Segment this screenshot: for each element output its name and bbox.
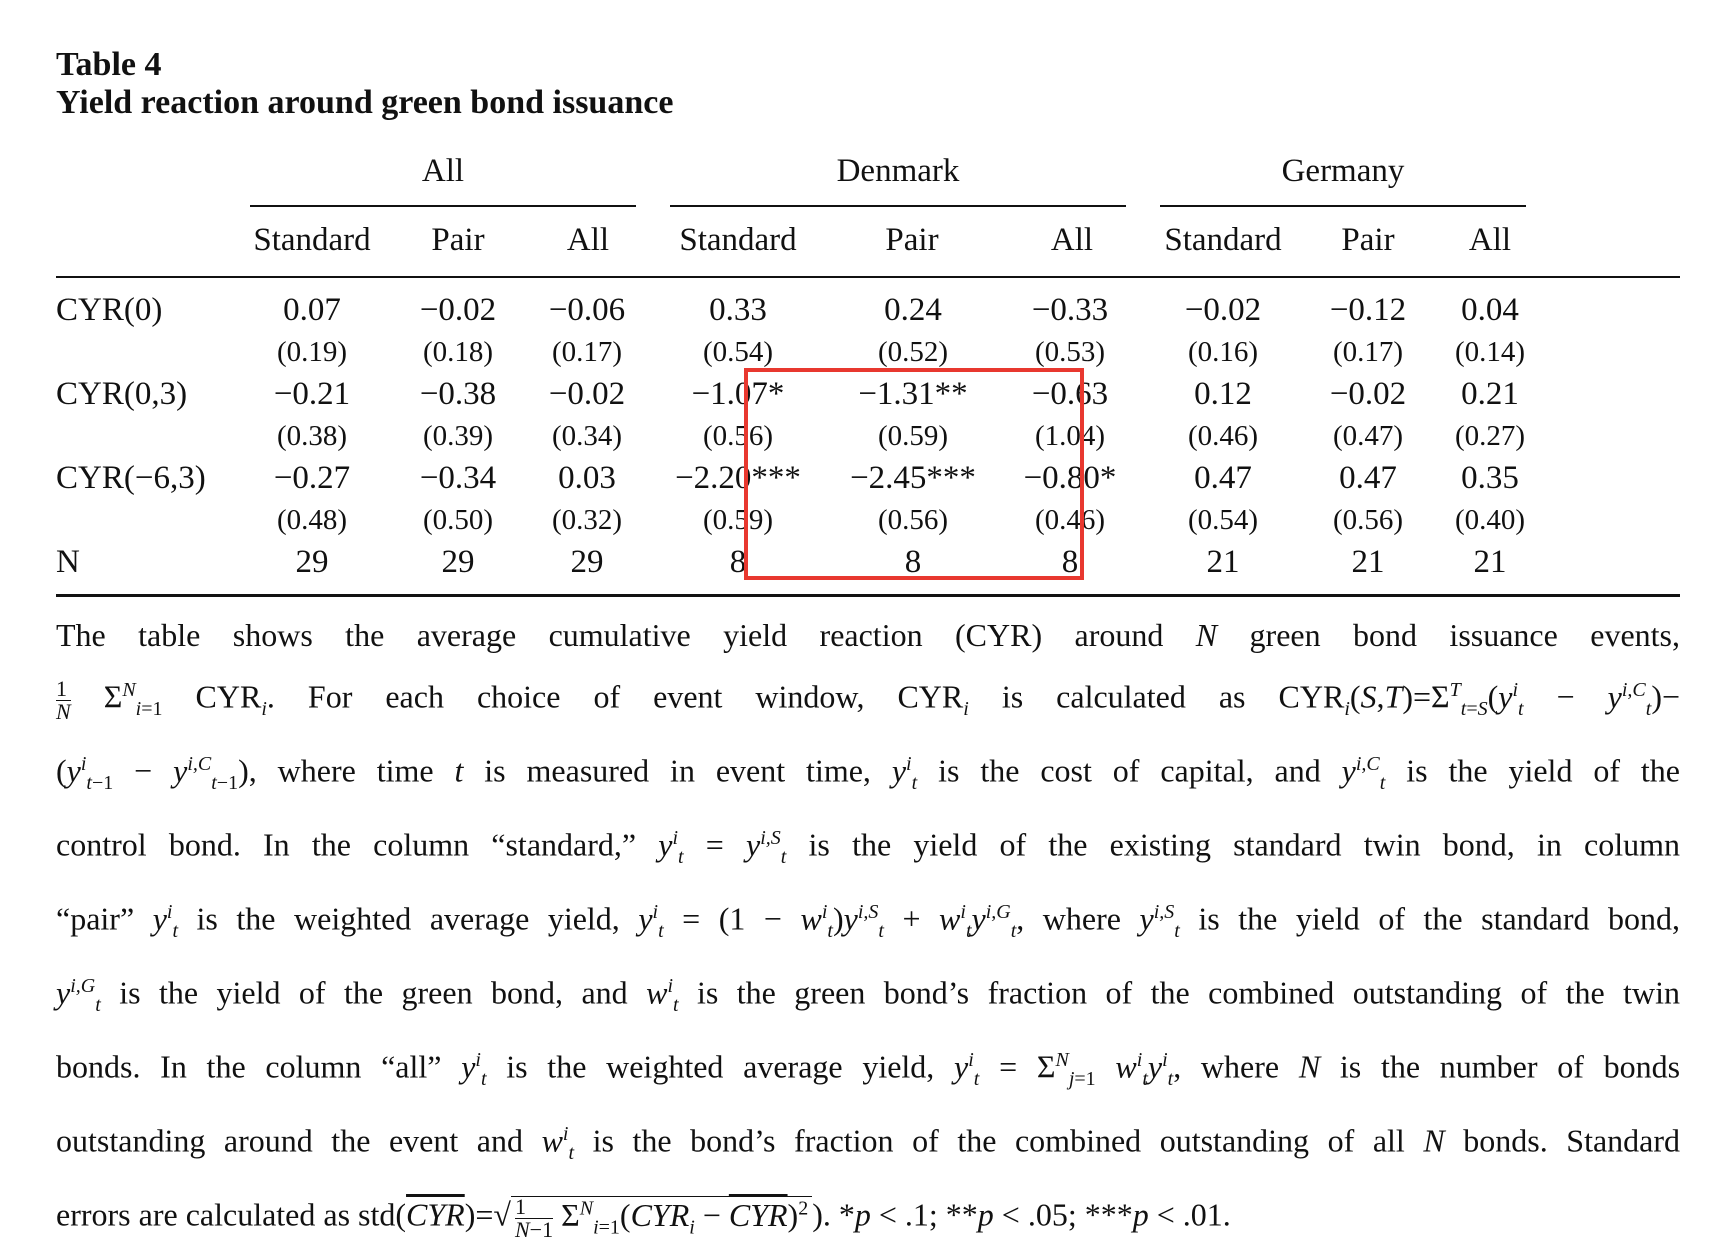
std-error-cell: (0.46): [1187, 420, 1259, 452]
estimate-cell: −0.02: [1329, 376, 1407, 412]
row-label-cyr-0: CYR(0): [56, 292, 163, 328]
std-error-cell: (0.38): [276, 420, 348, 452]
col-header: Pair: [431, 222, 485, 258]
std-error-cell: (0.17): [1332, 336, 1404, 368]
note-line: The table shows the average cumulative y…: [56, 617, 1681, 653]
estimate-cell: −1.07*: [691, 376, 785, 412]
std-error-cell: (0.56): [877, 504, 949, 536]
std-error-cell: (0.39): [422, 420, 494, 452]
table-note: The table shows the average cumulative y…: [56, 608, 1680, 1255]
group-header-denmark: Denmark: [836, 153, 960, 189]
std-error-cell: (0.52): [877, 336, 949, 368]
n-cell: 21: [1473, 544, 1507, 580]
note-line: (yit−1 − yi,Ct−1), where time t is measu…: [56, 752, 1681, 795]
estimate-cell: −0.33: [1031, 292, 1109, 328]
highlight-box: [744, 368, 1084, 580]
std-error-cell: (0.50): [422, 504, 494, 536]
estimate-cell: −1.31**: [858, 376, 968, 412]
col-header: Standard: [1164, 222, 1282, 258]
std-error-cell: (0.18): [422, 336, 494, 368]
std-error-cell: (1.04): [1034, 420, 1106, 452]
note-line: “pair” yit is the weighted average yield…: [56, 900, 1681, 943]
std-error-cell: (0.46): [1034, 504, 1106, 536]
estimate-cell: 0.07: [283, 292, 341, 328]
std-error-cell: (0.48): [276, 504, 348, 536]
n-cell: 29: [570, 544, 604, 580]
table-label: Table 4: [56, 46, 162, 83]
col-header: Pair: [1341, 222, 1395, 258]
estimate-cell: 0.21: [1461, 376, 1519, 412]
std-error-cell: (0.59): [702, 504, 774, 536]
n-cell: 29: [441, 544, 475, 580]
estimate-cell: −2.20***: [675, 460, 801, 496]
std-error-cell: (0.53): [1034, 336, 1106, 368]
std-error-cell: (0.27): [1454, 420, 1526, 452]
note-line: yi,Gt is the yield of the green bond, an…: [56, 974, 1681, 1017]
estimate-cell: −0.34: [419, 460, 497, 496]
std-error-cell: (0.14): [1454, 336, 1526, 368]
col-header: All: [1050, 222, 1094, 258]
n-cell: 8: [1061, 544, 1079, 580]
note-line: errors are calculated as std(CYR)=√ 1 N−1 …: [56, 1194, 1231, 1243]
estimate-cell: −0.21: [273, 376, 351, 412]
group-rule-all: [250, 205, 636, 207]
estimate-cell: 0.12: [1194, 376, 1252, 412]
col-header: Standard: [679, 222, 797, 258]
group-rule-denmark: [670, 205, 1126, 207]
std-error-cell: (0.34): [551, 420, 623, 452]
estimate-cell: 0.47: [1194, 460, 1252, 496]
std-error-cell: (0.47): [1332, 420, 1404, 452]
std-error-cell: (0.19): [276, 336, 348, 368]
std-error-cell: (0.54): [1187, 504, 1259, 536]
group-header-germany: Germany: [1281, 153, 1405, 189]
std-error-cell: (0.40): [1454, 504, 1526, 536]
col-header: Standard: [253, 222, 371, 258]
n-cell: 21: [1351, 544, 1385, 580]
estimate-cell: −2.45***: [850, 460, 976, 496]
std-error-cell: (0.32): [551, 504, 623, 536]
col-header: All: [566, 222, 610, 258]
row-label-cyr-0-3: CYR(0,3): [56, 376, 188, 412]
estimate-cell: 0.04: [1461, 292, 1519, 328]
std-error-cell: (0.54): [702, 336, 774, 368]
std-error-cell: (0.17): [551, 336, 623, 368]
group-rule-germany: [1160, 205, 1526, 207]
estimate-cell: −0.38: [419, 376, 497, 412]
note-line: control bond. In the column “standard,” …: [56, 826, 1681, 869]
note-line: outstanding around the event and wit is …: [56, 1122, 1681, 1165]
estimate-cell: 0.35: [1461, 460, 1519, 496]
col-header: All: [1468, 222, 1512, 258]
bottom-rule: [56, 594, 1680, 597]
row-label-n: N: [56, 544, 80, 580]
n-cell: 8: [729, 544, 747, 580]
note-line: bonds. In the column “all” yit is the we…: [56, 1048, 1681, 1091]
estimate-cell: 0.24: [884, 292, 942, 328]
table-figure: Table 4 Yield reaction around green bond…: [56, 46, 1680, 1241]
group-header-all: All: [421, 153, 465, 189]
estimate-cell: 0.03: [558, 460, 616, 496]
std-error-cell: (0.16): [1187, 336, 1259, 368]
estimate-cell: −0.12: [1329, 292, 1407, 328]
estimate-cell: −0.02: [548, 376, 626, 412]
estimate-cell: −0.06: [548, 292, 626, 328]
n-cell: 21: [1206, 544, 1240, 580]
row-label-cyr-m6-3: CYR(−6,3): [56, 460, 206, 496]
estimate-cell: −0.63: [1031, 376, 1109, 412]
std-error-cell: (0.59): [877, 420, 949, 452]
std-error-cell: (0.56): [702, 420, 774, 452]
col-header: Pair: [885, 222, 939, 258]
estimate-cell: −0.27: [273, 460, 351, 496]
estimate-cell: −0.80*: [1023, 460, 1117, 496]
header-rule: [56, 276, 1680, 278]
estimate-cell: 0.47: [1339, 460, 1397, 496]
estimate-cell: 0.33: [709, 292, 767, 328]
n-cell: 8: [904, 544, 922, 580]
n-cell: 29: [295, 544, 329, 580]
estimate-cell: −0.02: [419, 292, 497, 328]
std-error-cell: (0.56): [1332, 504, 1404, 536]
estimate-cell: −0.02: [1184, 292, 1262, 328]
table-caption: Yield reaction around green bond issuanc…: [56, 84, 674, 121]
